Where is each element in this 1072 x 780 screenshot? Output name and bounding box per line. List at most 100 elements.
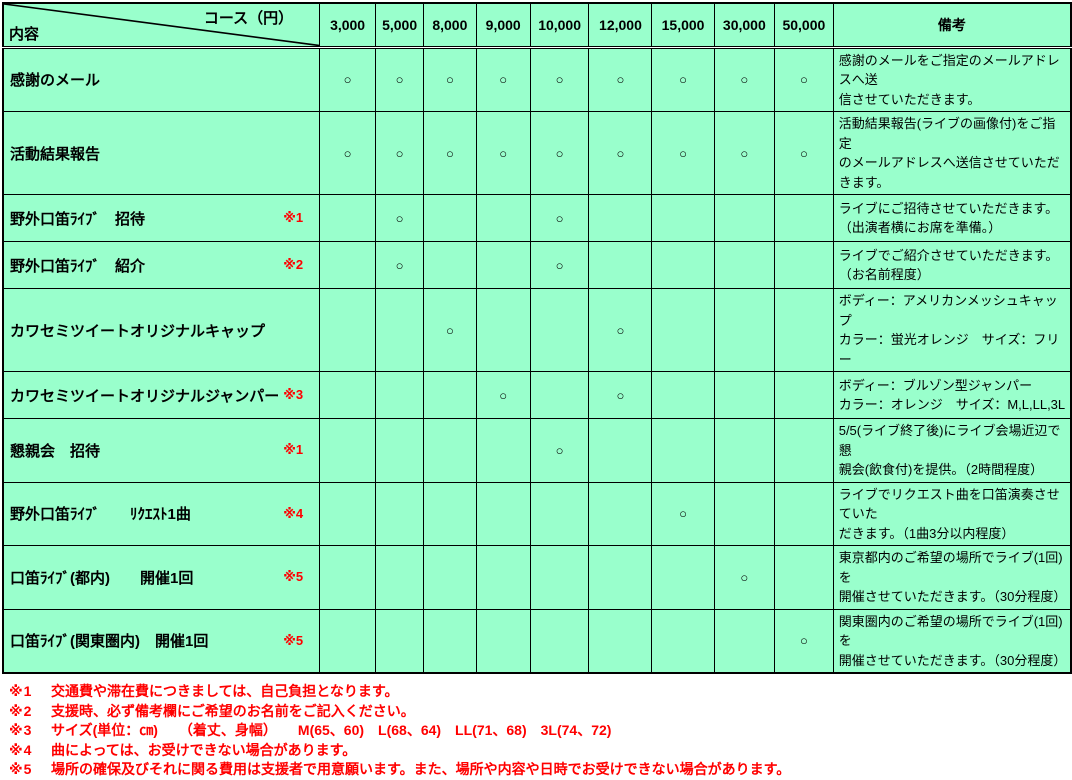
empty-mark-cell <box>423 241 477 289</box>
footnote-line: ※5 場所の確保及びそれに関る費用は支援者で用意願います。また、場所や内容や日時で… <box>9 760 1072 780</box>
row-label-wrap: 口笛ﾗｲﾌﾞ(関東圏内) 開催1回 ※5 <box>4 610 319 672</box>
footnote-line: ※2 支援時、必ず備考欄にご希望のお名前をご記入ください。 <box>9 702 1072 722</box>
row-label-cell: カワセミツイートオリジナルジャンパー ※3 <box>2 371 321 419</box>
table-row: 口笛ﾗｲﾌﾞ(都内) 開催1回 ※5 ○ 東京都内のご希望の場所でライブ(1回)を 開… <box>2 545 1072 610</box>
included-mark-cell: ○ <box>319 111 377 195</box>
empty-mark-cell <box>651 418 715 483</box>
footnote-ref: ※2 <box>9 702 33 719</box>
empty-mark-cell <box>651 194 715 242</box>
empty-mark-cell <box>375 371 425 419</box>
remarks-column-header: 備考 <box>832 2 1072 49</box>
empty-mark-cell <box>713 481 776 546</box>
footnotes-block: ※1 交通費や滞在費につきましては、自己負担となります。 ※2 支援時、必ず備考欄にご… <box>2 682 1072 780</box>
row-label-cell: 野外口笛ﾗｲﾌﾞ 紹介 ※2 <box>2 241 321 289</box>
row-label-cell: 活動結果報告 <box>2 111 321 195</box>
empty-mark-cell <box>475 545 531 610</box>
price-column-header: 8,000 <box>423 2 477 49</box>
table-row: 口笛ﾗｲﾌﾞ(関東圏内) 開催1回 ※5 ○ 関東圏内のご希望の場所でライブ(1回)を… <box>2 608 1072 674</box>
empty-mark-cell <box>713 608 776 674</box>
footnote-text: 交通費や滞在費につきましては、自己負担となります。 <box>51 683 399 699</box>
table-row: 活動結果報告 ○ ○ ○ ○ ○ ○ ○ ○ ○ 活動結果報告(ライブの画像付)をご指定 のメールア… <box>2 111 1072 195</box>
remark-cell: ボディー：アメリカンメッシュキャップ カラー：蛍光オレンジ サイズ：フリー <box>832 288 1072 372</box>
price-column-header: 9,000 <box>475 2 531 49</box>
footnote-text: 支援時、必ず備考欄にご希望のお名前をご記入ください。 <box>51 702 415 719</box>
included-mark-cell: ○ <box>588 111 653 195</box>
empty-mark-cell <box>423 194 477 242</box>
included-mark-cell: ○ <box>588 46 653 112</box>
included-mark-cell: ○ <box>651 111 715 195</box>
included-mark-cell: ○ <box>423 111 477 195</box>
empty-mark-cell <box>651 288 715 372</box>
footnote-reference: ※5 <box>283 569 304 585</box>
empty-mark-cell <box>588 241 653 289</box>
row-label-cell: 感謝のメール <box>2 46 321 112</box>
remark-cell: 感謝のメールをご指定のメールアドレスへ送 信させていただきます。 <box>832 46 1072 112</box>
remark-cell: 活動結果報告(ライブの画像付)をご指定 のメールアドレスへ送信させていただきます… <box>832 111 1072 195</box>
included-mark-cell: ○ <box>475 46 531 112</box>
empty-mark-cell <box>475 288 531 372</box>
row-label: 口笛ﾗｲﾌﾞ(関東圏内) 開催1回 <box>10 633 209 651</box>
remark-cell: ボディー：ブルゾン型ジャンパー カラー：オレンジ サイズ：M,L,LL,3L <box>832 371 1072 419</box>
empty-mark-cell <box>319 545 377 610</box>
footnote-reference: ※2 <box>283 257 304 272</box>
table-row: 懇親会 招待 ※1 ○ 5/5(ライブ終了後)にライブ会場近辺で懇 親会(飲食付)を提… <box>2 418 1072 483</box>
included-mark-cell: ○ <box>375 194 425 242</box>
footnote-reference: ※1 <box>283 210 304 225</box>
footnote-line: ※3 サイズ(単位：㎝) （着丈、身幅） M(65、60) L(68、64) LL… <box>9 721 1072 741</box>
empty-mark-cell <box>529 371 590 419</box>
footnote-text: 場所の確保及びそれに関る費用は支援者で用意願います。また、場所や内容や日時でお受… <box>51 761 791 777</box>
row-label: 感謝のメール <box>10 72 101 90</box>
empty-mark-cell <box>375 608 425 674</box>
empty-mark-cell <box>319 481 377 546</box>
empty-mark-cell <box>588 608 653 674</box>
footnote-text: サイズ(単位：㎝) （着丈、身幅） M(65、60) L(68、64) LL(7… <box>51 722 612 738</box>
empty-mark-cell <box>713 288 776 372</box>
empty-mark-cell <box>651 371 715 419</box>
empty-mark-cell <box>774 545 834 610</box>
empty-mark-cell <box>475 418 531 483</box>
row-label-cell: 野外口笛ﾗｲﾌﾞ 招待 ※1 <box>2 194 321 242</box>
included-mark-cell: ○ <box>375 111 425 195</box>
footnote-ref: ※5 <box>9 761 33 777</box>
table-row: 感謝のメール ○ ○ ○ ○ ○ ○ ○ ○ ○ 感謝のメールをご指定のメールアドレスへ送 信させて… <box>2 46 1072 112</box>
row-label: 野外口笛ﾗｲﾌﾞ 招待 <box>10 210 146 228</box>
price-column-header: 10,000 <box>529 2 590 49</box>
footnote-reference: ※5 <box>283 632 304 648</box>
diagonal-divider-line <box>4 4 319 46</box>
empty-mark-cell <box>588 545 653 610</box>
table-row: カワセミツイートオリジナルキャップ ○ ○ ボディー：アメリカンメッシュキャップ カラ… <box>2 288 1072 372</box>
empty-mark-cell <box>375 288 425 372</box>
row-label-cell: 口笛ﾗｲﾌﾞ(関東圏内) 開催1回 ※5 <box>2 608 321 674</box>
remark-cell: 5/5(ライブ終了後)にライブ会場近辺で懇 親会(飲食付)を提供。（2時間程度） <box>832 418 1072 483</box>
row-label-cell: カワセミツイートオリジナルキャップ <box>2 288 321 372</box>
price-column-header: 30,000 <box>713 2 776 49</box>
course-axis-label: コース（円） <box>203 10 294 27</box>
empty-mark-cell <box>651 545 715 610</box>
row-label-wrap: 野外口笛ﾗｲﾌﾞ 招待 ※1 <box>4 196 319 241</box>
footnote-reference: ※1 <box>283 442 304 458</box>
row-label: 口笛ﾗｲﾌﾞ(都内) 開催1回 <box>10 569 194 587</box>
included-mark-cell: ○ <box>529 418 590 483</box>
empty-mark-cell <box>529 481 590 546</box>
price-column-header: 15,000 <box>651 2 715 49</box>
empty-mark-cell <box>319 241 377 289</box>
row-label: 活動結果報告 <box>10 145 101 163</box>
remark-cell: ライブでリクエスト曲を口笛演奏させていた だきます。（1曲3分以内程度） <box>832 481 1072 546</box>
included-mark-cell: ○ <box>423 46 477 112</box>
empty-mark-cell <box>475 241 531 289</box>
row-label-cell: 野外口笛ﾗｲﾌﾞ ﾘｸｴｽﾄ1曲 ※4 <box>2 481 321 546</box>
table-row: 野外口笛ﾗｲﾌﾞ ﾘｸｴｽﾄ1曲 ※4 ○ ライブでリクエスト曲を口笛演奏させていた … <box>2 481 1072 546</box>
included-mark-cell: ○ <box>475 111 531 195</box>
included-mark-cell: ○ <box>651 46 715 112</box>
empty-mark-cell <box>774 481 834 546</box>
price-column-header: 50,000 <box>774 2 834 49</box>
footnote-line: ※1 交通費や滞在費につきましては、自己負担となります。 <box>9 682 1072 702</box>
table-row: 野外口笛ﾗｲﾌﾞ 紹介 ※2 ○ ○ ライブでご紹介させていただきます。 （お名前程度） <box>2 241 1072 289</box>
included-mark-cell: ○ <box>774 608 834 674</box>
remark-cell: ライブにご招待させていただきます。 （出演者横にお席を準備。） <box>832 194 1072 242</box>
empty-mark-cell <box>774 371 834 419</box>
table-row: カワセミツイートオリジナルジャンパー ※3 ○ ○ ボディー：ブルゾン型ジャンパー カラ… <box>2 371 1072 419</box>
course-reward-table: コース（円） 内容 3,000 5,000 8,000 9,000 10,000 12,0… <box>2 2 1072 674</box>
remark-cell: 東京都内のご希望の場所でライブ(1回)を 開催させていただきます。（30分程度） <box>832 545 1072 610</box>
empty-mark-cell <box>651 608 715 674</box>
